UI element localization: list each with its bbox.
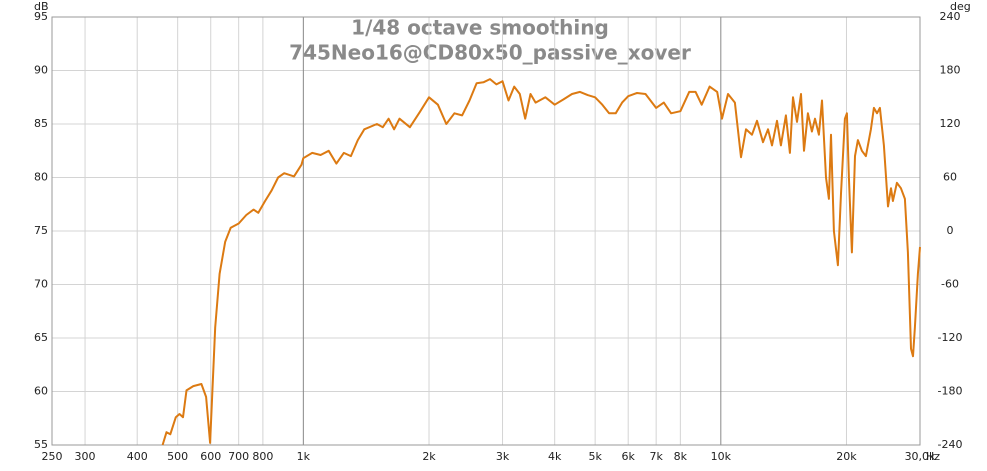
x-tick-label: 8k [674,450,688,463]
x-tick-label: 3k [496,450,510,463]
y2-tick-label: 60 [943,171,957,184]
x-tick-label: 6k [622,450,636,463]
x-tick-label: 1k [297,450,311,463]
x-tick-label: 800 [252,450,273,463]
x-tick-label: 400 [127,450,148,463]
x-tick-label: 300 [75,450,96,463]
y2-tick-label: -120 [938,331,963,344]
x-tick-label: 700 [228,450,249,463]
chart-title: 1/48 octave smoothing [351,16,609,40]
x-tick-label: 500 [167,450,188,463]
y2-tick-label: 240 [940,10,961,23]
x-tick-label: 600 [200,450,221,463]
chart-subtitle: 745Neo16@CD80x50_passive_xover [289,41,691,65]
plot-frame [51,16,921,446]
x-tick-label: 2k [422,450,436,463]
y-tick-label: 95 [34,10,48,23]
x-tick-label: 250 [42,450,63,463]
y-tick-label: 75 [34,224,48,237]
y-tick-label: 80 [34,171,48,184]
y-tick-label: 65 [34,331,48,344]
x-tick-label: 10k [711,450,732,463]
x-tick-label: 5k [588,450,602,463]
x-tick-label: 20k [836,450,857,463]
y2-unit: deg [950,0,971,13]
y-tick-label: 55 [34,438,48,451]
y2-tick-label: -60 [941,278,959,291]
y2-tick-label: 0 [947,224,954,237]
y-tick-label: 90 [34,64,48,77]
x-unit: Hz [926,450,940,463]
y-unit: dB [34,0,49,13]
y-tick-label: 60 [34,385,48,398]
y2-tick-label: -180 [938,385,963,398]
x-tick-label: 4k [548,450,562,463]
y2-tick-label: 120 [940,117,961,130]
response-line [161,78,921,446]
y-tick-label: 85 [34,117,48,130]
y2-tick-label: 180 [940,64,961,77]
y-tick-label: 70 [34,278,48,291]
x-tick-label: 7k [649,450,663,463]
x-tick-label: 30,0k [905,450,936,463]
y2-tick-label: -240 [938,438,963,451]
